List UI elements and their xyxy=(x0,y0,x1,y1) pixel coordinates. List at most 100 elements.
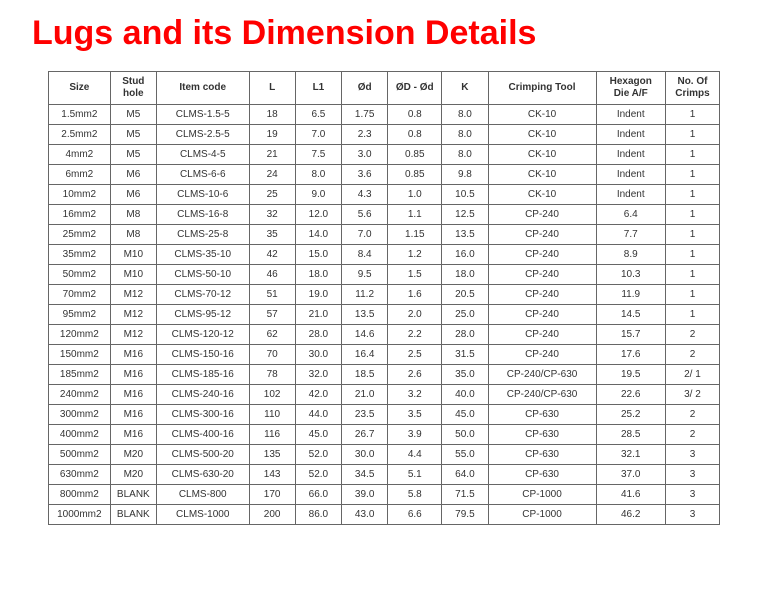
table-cell: 3.0 xyxy=(342,145,388,165)
table-cell: 1 xyxy=(665,285,719,305)
table-row: 1.5mm2M5CLMS-1.5-5186.51.750.88.0CK-10In… xyxy=(49,105,720,125)
table-cell: CLMS-4-5 xyxy=(156,145,249,165)
table-cell: 1 xyxy=(665,265,719,285)
table-cell: M10 xyxy=(110,265,156,285)
table-row: 16mm2M8CLMS-16-83212.05.61.112.5CP-2406.… xyxy=(49,205,720,225)
table-cell: M16 xyxy=(110,385,156,405)
table-cell: 4mm2 xyxy=(49,145,111,165)
table-row: 500mm2M20CLMS-500-2013552.030.04.455.0CP… xyxy=(49,445,720,465)
table-cell: 55.0 xyxy=(442,445,488,465)
column-header: HexagonDie A/F xyxy=(596,72,665,105)
table-cell: 30.0 xyxy=(295,345,341,365)
table-cell: M6 xyxy=(110,165,156,185)
table-cell: 46 xyxy=(249,265,295,285)
table-cell: Indent xyxy=(596,185,665,205)
table-cell: 3.2 xyxy=(388,385,442,405)
table-cell: 0.8 xyxy=(388,105,442,125)
table-cell: 3 xyxy=(665,505,719,525)
column-header: Size xyxy=(49,72,111,105)
table-cell: 25mm2 xyxy=(49,225,111,245)
table-cell: 143 xyxy=(249,465,295,485)
table-cell: BLANK xyxy=(110,505,156,525)
table-cell: 39.0 xyxy=(342,485,388,505)
table-cell: M12 xyxy=(110,325,156,345)
table-cell: CP-630 xyxy=(488,405,596,425)
table-cell: BLANK xyxy=(110,485,156,505)
table-cell: CLMS-150-16 xyxy=(156,345,249,365)
table-cell: 1000mm2 xyxy=(49,505,111,525)
table-cell: 1.5 xyxy=(388,265,442,285)
table-cell: 16.0 xyxy=(442,245,488,265)
table-cell: 19.5 xyxy=(596,365,665,385)
table-cell: CP-630 xyxy=(488,445,596,465)
table-cell: 70mm2 xyxy=(49,285,111,305)
table-cell: 18.0 xyxy=(442,265,488,285)
table-cell: M16 xyxy=(110,345,156,365)
table-cell: CP-240 xyxy=(488,305,596,325)
table-cell: CP-240 xyxy=(488,205,596,225)
dimension-table: SizeStudholeItem codeLL1ØdØD - ØdKCrimpi… xyxy=(48,71,720,525)
table-cell: 1 xyxy=(665,205,719,225)
table-cell: 1 xyxy=(665,245,719,265)
table-cell: CLMS-800 xyxy=(156,485,249,505)
column-header: Ød xyxy=(342,72,388,105)
table-cell: CLMS-6-6 xyxy=(156,165,249,185)
table-cell: CLMS-50-10 xyxy=(156,265,249,285)
table-cell: 3.9 xyxy=(388,425,442,445)
table-cell: 6.6 xyxy=(388,505,442,525)
table-cell: 1.75 xyxy=(342,105,388,125)
table-cell: 28.0 xyxy=(442,325,488,345)
table-cell: 170 xyxy=(249,485,295,505)
table-cell: 21 xyxy=(249,145,295,165)
table-cell: CLMS-16-8 xyxy=(156,205,249,225)
table-cell: 8.4 xyxy=(342,245,388,265)
table-cell: 500mm2 xyxy=(49,445,111,465)
table-cell: CK-10 xyxy=(488,105,596,125)
table-row: 185mm2M16CLMS-185-167832.018.52.635.0CP-… xyxy=(49,365,720,385)
table-cell: 240mm2 xyxy=(49,385,111,405)
table-cell: 41.6 xyxy=(596,485,665,505)
table-cell: Indent xyxy=(596,125,665,145)
table-cell: CP-1000 xyxy=(488,485,596,505)
table-cell: CK-10 xyxy=(488,125,596,145)
table-cell: 15.7 xyxy=(596,325,665,345)
table-cell: 135 xyxy=(249,445,295,465)
table-cell: 95mm2 xyxy=(49,305,111,325)
table-cell: M8 xyxy=(110,225,156,245)
column-header: L1 xyxy=(295,72,341,105)
table-cell: 6.4 xyxy=(596,205,665,225)
table-cell: 0.85 xyxy=(388,145,442,165)
table-cell: 64.0 xyxy=(442,465,488,485)
table-cell: 14.5 xyxy=(596,305,665,325)
table-cell: CP-240 xyxy=(488,245,596,265)
table-cell: 18 xyxy=(249,105,295,125)
table-row: 240mm2M16CLMS-240-1610242.021.03.240.0CP… xyxy=(49,385,720,405)
table-cell: 110 xyxy=(249,405,295,425)
table-cell: 1 xyxy=(665,225,719,245)
table-cell: 1.5mm2 xyxy=(49,105,111,125)
page-title: Lugs and its Dimension Details xyxy=(0,0,768,71)
table-cell: 34.5 xyxy=(342,465,388,485)
table-cell: 44.0 xyxy=(295,405,341,425)
table-cell: 16mm2 xyxy=(49,205,111,225)
table-cell: M5 xyxy=(110,125,156,145)
table-cell: 7.7 xyxy=(596,225,665,245)
table-cell: CLMS-25-8 xyxy=(156,225,249,245)
table-cell: 28.5 xyxy=(596,425,665,445)
column-header: Studhole xyxy=(110,72,156,105)
table-cell: 14.0 xyxy=(295,225,341,245)
table-cell: M12 xyxy=(110,285,156,305)
table-cell: 6mm2 xyxy=(49,165,111,185)
table-cell: M5 xyxy=(110,145,156,165)
table-cell: 14.6 xyxy=(342,325,388,345)
table-cell: 4.3 xyxy=(342,185,388,205)
table-cell: 22.6 xyxy=(596,385,665,405)
table-cell: 35mm2 xyxy=(49,245,111,265)
table-cell: CLMS-70-12 xyxy=(156,285,249,305)
table-cell: 1 xyxy=(665,305,719,325)
table-cell: 3 xyxy=(665,485,719,505)
table-cell: 50.0 xyxy=(442,425,488,445)
table-cell: CK-10 xyxy=(488,185,596,205)
table-cell: 2 xyxy=(665,325,719,345)
column-header: K xyxy=(442,72,488,105)
